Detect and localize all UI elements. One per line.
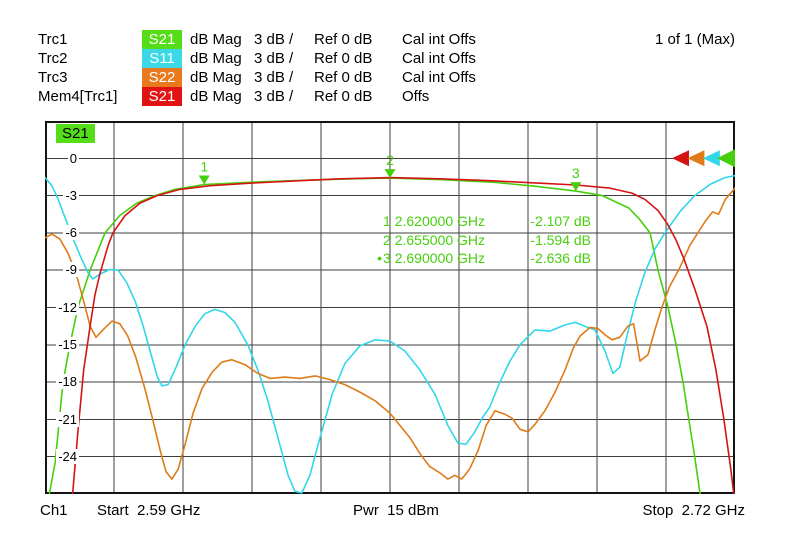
marker-frequency: 2 2.655000 GHz [383,232,485,248]
channel-label: Ch1 [40,502,68,519]
trace-param-chip[interactable]: S21 [142,30,182,49]
trace-scale: 3 dB / [254,50,294,67]
trace-scale: 3 dB / [254,88,294,105]
y-tick: -9 [63,262,79,277]
y-tick: -21 [56,412,79,427]
marker-page-indicator: 1 of 1 (Max) [654,31,735,48]
ref-level-arrow-icon[interactable] [702,150,720,167]
source-power[interactable]: Pwr 15 dBm [353,502,439,519]
trace-format: dB Mag [190,31,242,48]
legend-row-trc1[interactable]: Trc1 S21 dB Mag 3 dB / Ref 0 dB Cal int … [38,30,758,49]
trace-param-chip[interactable]: S11 [142,49,182,68]
legend-row-trc3[interactable]: Trc3 S22 dB Mag 3 dB / Ref 0 dB Cal int … [38,68,758,87]
y-tick: -12 [56,300,79,315]
trace-ref-level: Ref 0 dB [314,88,373,105]
plot-border [45,121,735,494]
trace-ref-level: Ref 0 dB [314,31,373,48]
trace-trc2-s11 [45,174,735,494]
legend-row-mem4[interactable]: Mem4[Trc1] S21 dB Mag 3 dB / Ref 0 dB Of… [38,87,758,106]
ref-level-arrow-icon[interactable] [687,150,705,167]
plot-area: 1 2 3 [45,121,735,494]
trace-param-chip[interactable]: S21 [142,87,182,106]
marker-value: -2.107 dB [530,213,591,229]
y-tick: -15 [56,337,79,352]
trace-format: dB Mag [190,69,242,86]
start-frequency[interactable]: Start 2.59 GHz [97,502,201,519]
marker-triangle-icon[interactable] [384,169,396,179]
y-tick: 0 [67,151,79,166]
trace-scale: 3 dB / [254,69,294,86]
marker-number: 1 [200,158,208,174]
legend-row-trc2[interactable]: Trc2 S11 dB Mag 3 dB / Ref 0 dB Cal int … [38,49,758,68]
ref-level-arrow-icon[interactable] [717,149,735,168]
marker-number: 3 [572,165,580,181]
marker-triangle-icon[interactable] [570,182,582,192]
y-tick: -3 [63,188,79,203]
trace-cal-status: Cal int Offs [402,50,476,67]
ref-level-arrow-icon[interactable] [672,150,689,167]
trace-format: dB Mag [190,88,242,105]
trace-name[interactable]: Trc1 [38,31,68,48]
active-trace-label[interactable]: S21 [56,124,95,143]
marker-number: 2 [386,152,394,168]
trace-cal-status: Cal int Offs [402,31,476,48]
marker-readout-row: 1 2.620000 GHz -2.107 dB [330,212,591,230]
y-tick: -18 [56,374,79,389]
marker-triangle-icon[interactable] [198,175,210,185]
trace-ref-level: Ref 0 dB [314,50,373,67]
y-tick: -24 [56,449,79,464]
trace-ref-level: Ref 0 dB [314,69,373,86]
trace-format: dB Mag [190,50,242,67]
trace-name[interactable]: Mem4[Trc1] [38,88,118,105]
marker-frequency: 1 2.620000 GHz [383,213,485,229]
y-tick: -6 [63,225,79,240]
marker-value: -1.594 dB [530,232,591,248]
active-marker-dot: • [377,250,383,266]
trace-mem4-trc1-s21 [71,176,735,494]
trace-cal-status: Cal int Offs [402,69,476,86]
marker-readout-row: 2 2.655000 GHz -1.594 dB [330,231,591,249]
marker-frequency: 3 2.690000 GHz [383,250,485,266]
trace-name[interactable]: Trc3 [38,69,68,86]
trace-param-chip[interactable]: S22 [142,68,182,87]
trace-trc3-s22 [45,187,735,480]
marker-readout-row: • 3 2.690000 GHz -2.636 dB [330,249,591,267]
marker-value: -2.636 dB [530,250,591,266]
trace-cal-status: Offs [402,88,430,105]
trace-name[interactable]: Trc2 [38,50,68,67]
trace-scale: 3 dB / [254,31,294,48]
stop-frequency[interactable]: Stop 2.72 GHz [642,502,745,519]
